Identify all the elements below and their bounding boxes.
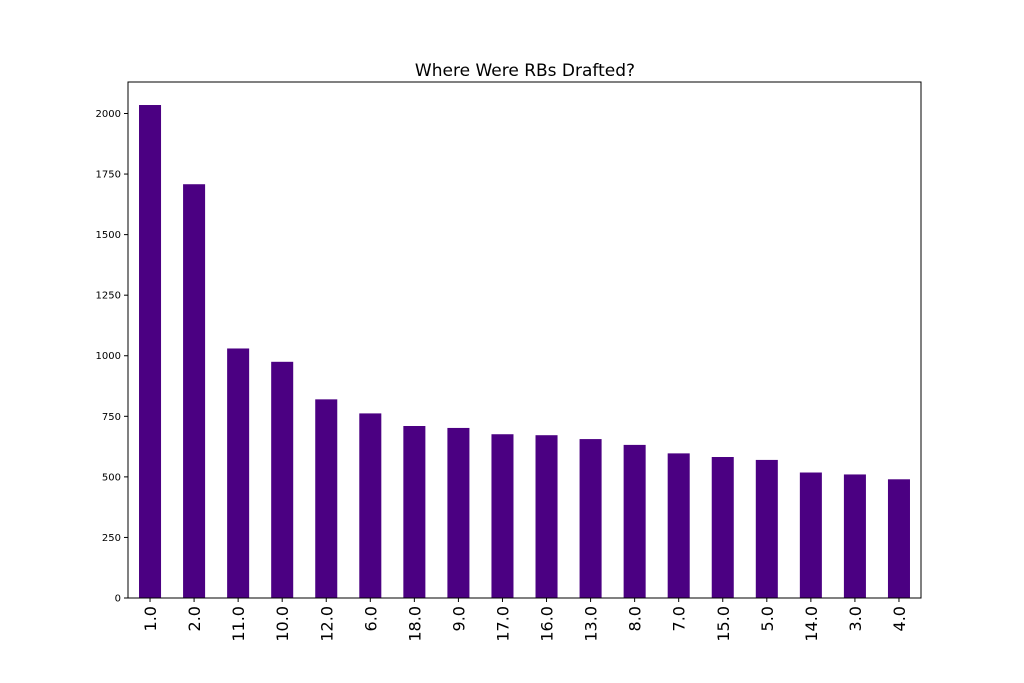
bar-11.0 xyxy=(227,348,250,598)
x-tick-label: 17.0 xyxy=(493,606,512,642)
bar-10.0 xyxy=(271,361,294,598)
x-tick-label: 9.0 xyxy=(449,606,468,631)
bar-16.0 xyxy=(535,435,558,598)
y-tick-label: 750 xyxy=(102,412,121,423)
bar-8.0 xyxy=(623,444,646,598)
bars-group xyxy=(139,105,910,598)
bar-17.0 xyxy=(491,434,514,598)
plot-frame xyxy=(127,81,922,599)
bar-18.0 xyxy=(403,426,426,598)
y-tick-label: 500 xyxy=(102,472,121,483)
bar-9.0 xyxy=(447,427,470,598)
bar-7.0 xyxy=(667,453,690,598)
y-tick-label: 1000 xyxy=(96,351,121,362)
x-tick-label: 12.0 xyxy=(317,606,336,642)
y-axis: 0 250 500 750 1000 1250 1500 1750 2000 xyxy=(96,109,128,605)
x-tick-label: 3.0 xyxy=(846,606,865,631)
y-tick-label: 250 xyxy=(102,533,121,544)
x-tick-label: 2.0 xyxy=(185,606,204,631)
x-tick-label: 16.0 xyxy=(538,606,557,642)
x-tick-label: 6.0 xyxy=(361,606,380,631)
bar-3.0 xyxy=(843,474,866,598)
bar-6.0 xyxy=(359,413,382,598)
chart-title: Where Were RBs Drafted? xyxy=(415,61,635,81)
y-tick-label: 1750 xyxy=(96,170,121,181)
x-tick-label: 14.0 xyxy=(802,606,821,642)
x-tick-label: 7.0 xyxy=(670,606,689,631)
x-tick-label: 13.0 xyxy=(582,606,601,642)
x-tick-label: 8.0 xyxy=(626,606,645,631)
x-tick-label: 10.0 xyxy=(273,606,292,642)
bar-5.0 xyxy=(755,459,778,598)
y-tick-label: 1250 xyxy=(96,291,121,302)
bar-2.0 xyxy=(183,184,206,598)
y-tick-label: 0 xyxy=(115,594,121,605)
x-axis: 1.0 2.0 11.0 10.0 12.0 6.0 18.0 9.0 17.0 16.0 13.0… xyxy=(141,598,909,642)
bar-12.0 xyxy=(315,399,338,598)
bar-13.0 xyxy=(579,439,602,598)
x-tick-label: 11.0 xyxy=(229,606,248,642)
bar-14.0 xyxy=(799,472,822,598)
x-tick-label: 1.0 xyxy=(141,606,160,631)
x-tick-label: 18.0 xyxy=(405,606,424,642)
x-tick-label: 15.0 xyxy=(714,606,733,642)
y-tick-label: 2000 xyxy=(96,109,121,120)
bar-15.0 xyxy=(711,457,734,598)
x-tick-label: 4.0 xyxy=(890,606,909,631)
y-tick-label: 1500 xyxy=(96,230,121,241)
bar-4.0 xyxy=(887,479,910,598)
bar-1.0 xyxy=(139,105,162,598)
x-tick-label: 5.0 xyxy=(758,606,777,631)
